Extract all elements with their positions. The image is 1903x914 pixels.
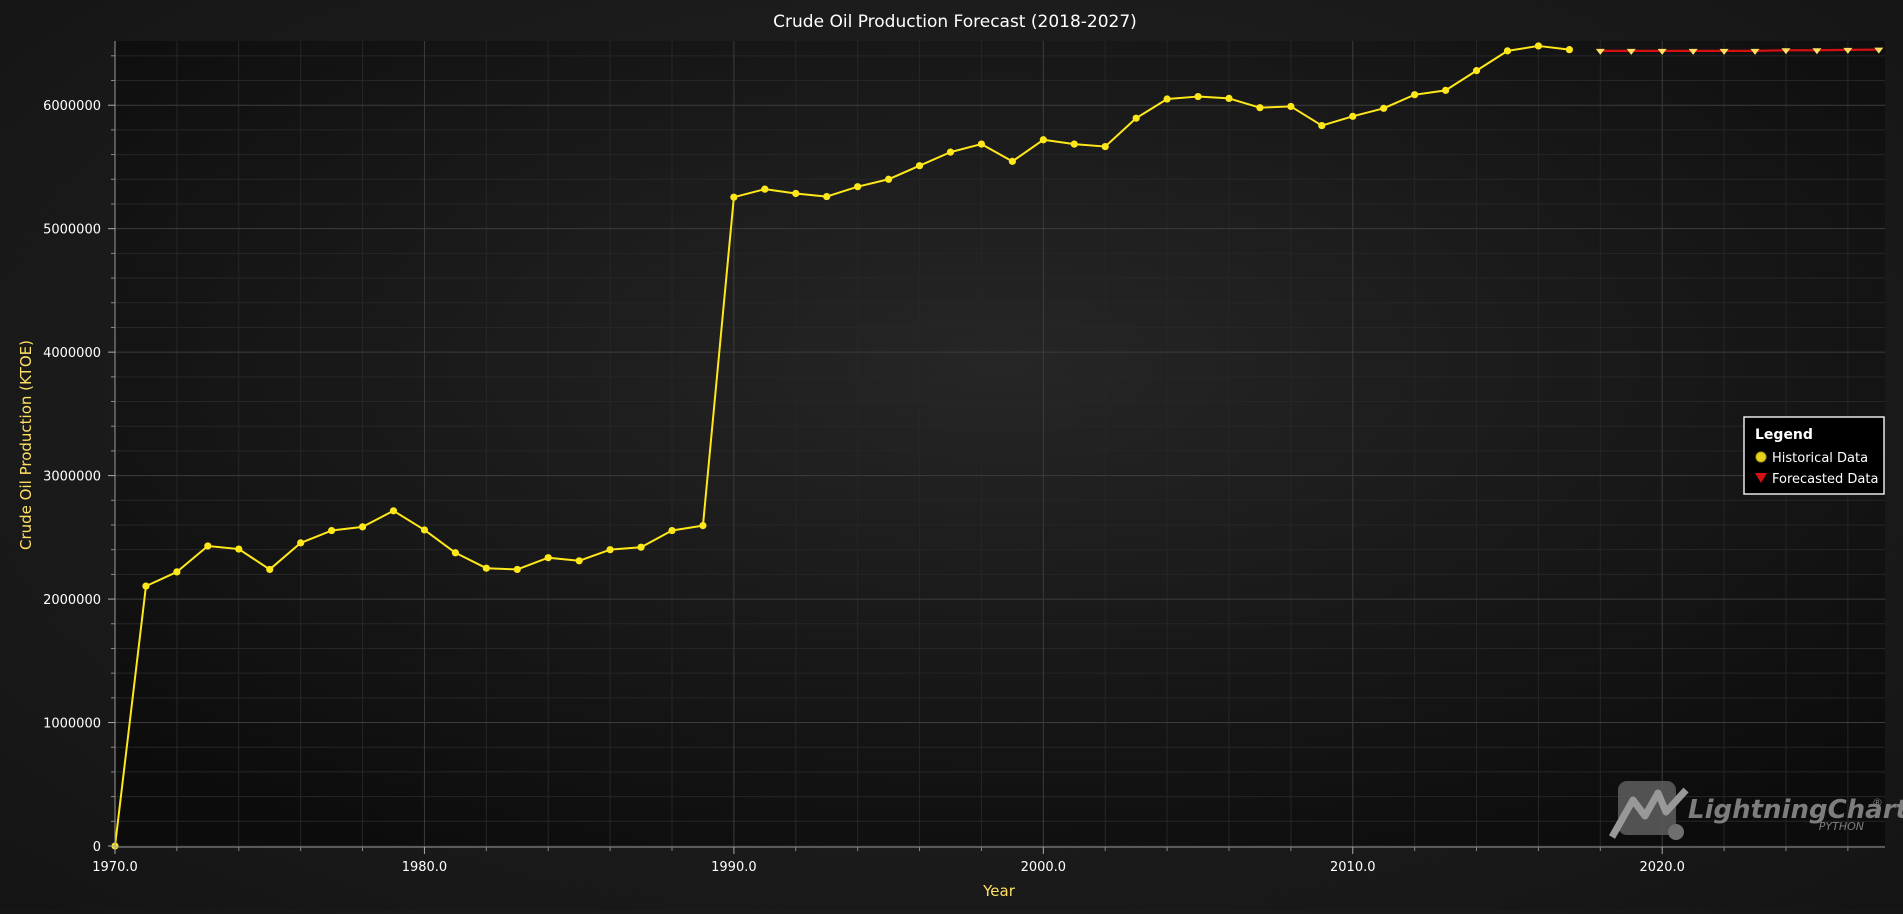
forecasted-data-point [1874,47,1884,54]
legend-item-historical: Historical Data [1772,451,1868,466]
historical-data-point [915,162,924,170]
forecasted-data-line [1600,48,1879,52]
x-tick-label: 1980.0 [402,860,448,875]
historical-data-point [173,568,181,576]
series-layer [111,42,1884,850]
historical-data-point [1287,102,1295,111]
historical-data-point [1101,142,1109,151]
y-tick-label: 1000000 [43,717,101,732]
historical-data-point [977,140,986,148]
historical-data-point [451,549,459,557]
y-tick-label: 5000000 [43,223,101,238]
historical-data-point [1225,94,1233,103]
historical-data-point [606,546,614,554]
historical-data-point [1256,104,1264,112]
historical-data-point [575,557,583,565]
historical-data-point [358,523,367,531]
historical-data-point [699,522,707,530]
historical-data-point [513,565,521,574]
historical-data-point [668,526,676,535]
historical-data-point [854,183,862,191]
historical-data-point [885,175,893,183]
forecasted-data-point [1657,48,1667,55]
historical-data-point [420,526,429,534]
historical-data-point [1441,86,1450,94]
historical-data-point [142,582,150,590]
x-tick-label: 1990.0 [711,860,757,875]
forecasted-data-point [1626,48,1636,55]
legend-item-forecasted: Forecasted Data [1772,472,1878,487]
x-axis-ticks: 1970.0 1980.0 1990.0 2000.0 2010.0 2020.0 [92,847,1849,875]
historical-data-point [389,507,398,515]
watermark-brand: LightningChart [1688,795,1903,825]
yellow-circle-icon [1755,451,1767,463]
historical-data-point [1132,114,1140,122]
watermark-sub: PYTHON [1819,820,1864,833]
forecasted-data-point [1595,48,1605,55]
y-tick-label: 2000000 [43,593,101,608]
legend-frame [1743,416,1885,495]
historical-data-point [1039,136,1047,144]
y-tick-label: 6000000 [43,99,101,114]
y-axis-title: Crude Oil Production (KTOE) [17,340,35,550]
legend-box[interactable]: Legend Historical Data Forecasted Data [1743,416,1885,495]
forecasted-data-point [1781,48,1791,55]
x-tick-label: 2020.0 [1639,860,1685,875]
historical-data-point [637,543,645,551]
plot-area[interactable] [115,41,1885,845]
historical-data-point [730,193,738,201]
historical-data-line [114,44,1570,847]
historical-data-point [1380,104,1388,112]
historical-data-point [1503,47,1512,55]
red-triangle-down-icon [1755,473,1767,483]
historical-data-point [328,526,336,535]
historical-data-point [544,554,552,562]
historical-data-point [204,542,212,550]
historical-data-point [1163,95,1171,103]
legend-title: Legend [1755,427,1813,443]
chart-title: Crude Oil Production Forecast (2018-2027… [773,12,1137,32]
historical-data-point [823,192,831,201]
y-tick-label: 3000000 [43,470,101,485]
historical-data-point [761,185,769,193]
forecasted-data-point [1750,48,1760,55]
x-axis-title: Year [982,882,1016,900]
historical-data-point [1472,67,1481,75]
historical-data-point [235,545,243,553]
historical-data-point [946,148,955,156]
historical-data-point [1194,92,1202,101]
historical-data-point [792,189,800,198]
historical-data-point [1534,42,1543,50]
historical-data-point [1070,140,1078,148]
y-tick-label: 0 [93,840,101,855]
python-mark-icon [1668,824,1684,840]
lightningchart-logo: LightningChart ® PYTHON [1608,781,1903,840]
x-tick-label: 1970.0 [92,860,138,875]
historical-data-point [297,539,305,547]
historical-data-point [1008,157,1016,165]
forecasted-data-point [1843,47,1853,54]
forecasted-data-point [1688,48,1698,55]
forecasted-data-point [1719,48,1729,55]
grid-lines [114,41,1885,847]
forecasted-data-point [1812,48,1822,55]
historical-data-point [1411,91,1419,99]
historical-data-point [1349,112,1357,120]
historical-data-point [1318,121,1326,130]
historical-data-point [266,565,274,574]
watermark-registered: ® [1872,796,1883,809]
y-tick-label: 4000000 [43,346,101,361]
x-tick-label: 2010.0 [1330,860,1376,875]
lightning-bolt-icon [1608,787,1689,839]
historical-data-point [482,564,490,572]
y-axis-ticks: 0 1000000 2000000 3000000 4000000 5000000 6000… [43,55,115,855]
x-tick-label: 2000.0 [1021,860,1067,875]
historical-data-point [1565,46,1573,54]
